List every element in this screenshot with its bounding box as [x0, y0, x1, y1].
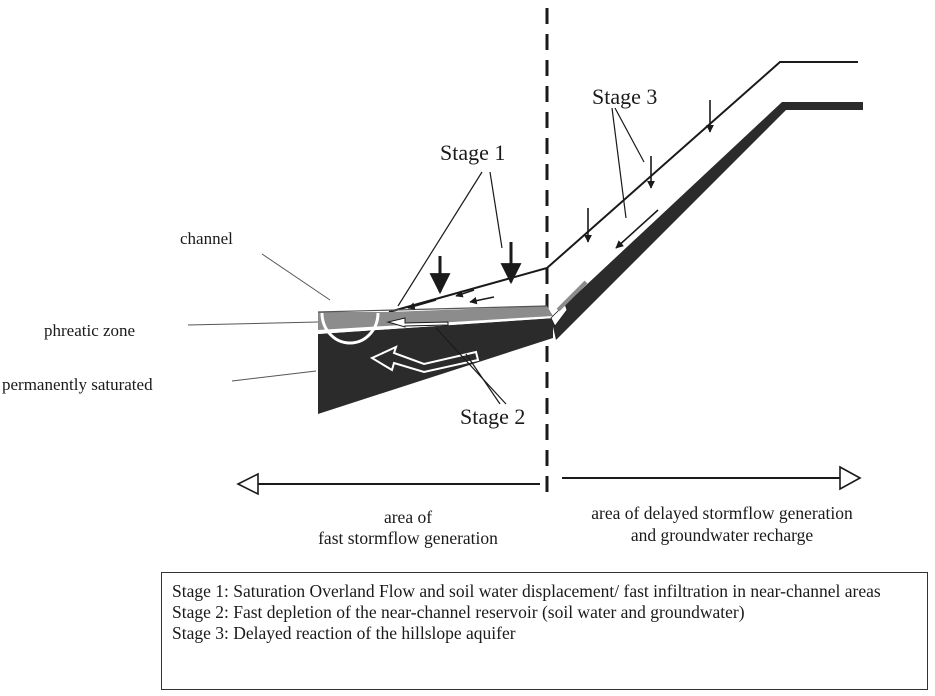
permanently-saturated-label: permanently saturated [2, 375, 153, 394]
area-arrow-right-head [839, 465, 862, 491]
delayed-area-line1: area of delayed stormflow generation [591, 503, 853, 523]
delayed-area-line2: and groundwater recharge [631, 525, 814, 545]
fast-area-line1: area of [384, 507, 432, 527]
legend-row-stage2: Stage 2: Fast depletion of the near-chan… [172, 602, 917, 623]
legend-stage1-text: Saturation Overland Flow and soil water … [233, 581, 881, 601]
stage3-subsurface-arrow [615, 209, 659, 249]
area-arrow-left-head [236, 472, 259, 496]
phreatic-zone-label: phreatic zone [44, 321, 135, 340]
stage-legend: Stage 1: Saturation Overland Flow and so… [161, 572, 928, 690]
fast-area-line2: fast stormflow generation [318, 528, 498, 548]
legend-row-stage3: Stage 3: Delayed reaction of the hillslo… [172, 623, 917, 644]
stage2-leaders [435, 327, 507, 405]
zone-leaders [187, 253, 331, 382]
stage2-flow-arrow [369, 345, 480, 374]
channel-label: channel [180, 229, 233, 248]
stage1-overland-arrow-3 [469, 296, 495, 305]
legend-stage2-text: Fast depletion of the near-channel reser… [233, 602, 745, 622]
channel-shape [320, 312, 380, 345]
stage1-overland-arrow-1 [407, 299, 437, 310]
legend-stage1-key: Stage 1: [172, 581, 229, 601]
phreatic-top-line [317, 305, 548, 313]
hillslope-aquifer [551, 102, 863, 340]
stage3-label: Stage 3 [592, 84, 657, 109]
hillslope-grey-strip [556, 280, 588, 312]
hillslope-surface-line [388, 61, 858, 313]
legend-stage3-text: Delayed reaction of the hillslope aquife… [233, 623, 516, 643]
stage3-leaders [611, 107, 645, 219]
stage2-label: Stage 2 [460, 404, 525, 429]
stage1-overland-arrow-2 [455, 289, 475, 298]
legend-row-stage1: Stage 1: Saturation Overland Flow and so… [172, 581, 917, 602]
permanently-saturated-zone [318, 318, 553, 414]
phreatic-flow-arrow [386, 317, 449, 328]
stage1-label: Stage 1 [440, 140, 505, 165]
stage1-leaders [397, 171, 503, 307]
legend-stage2-key: Stage 2: [172, 602, 229, 622]
legend-stage3-key: Stage 3: [172, 623, 229, 643]
